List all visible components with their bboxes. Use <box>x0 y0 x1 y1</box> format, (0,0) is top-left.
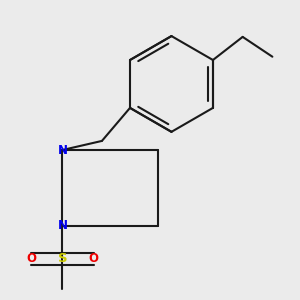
Text: N: N <box>58 143 68 157</box>
Text: N: N <box>58 220 68 232</box>
Text: O: O <box>89 253 99 266</box>
Text: O: O <box>26 253 36 266</box>
Text: S: S <box>58 253 67 266</box>
